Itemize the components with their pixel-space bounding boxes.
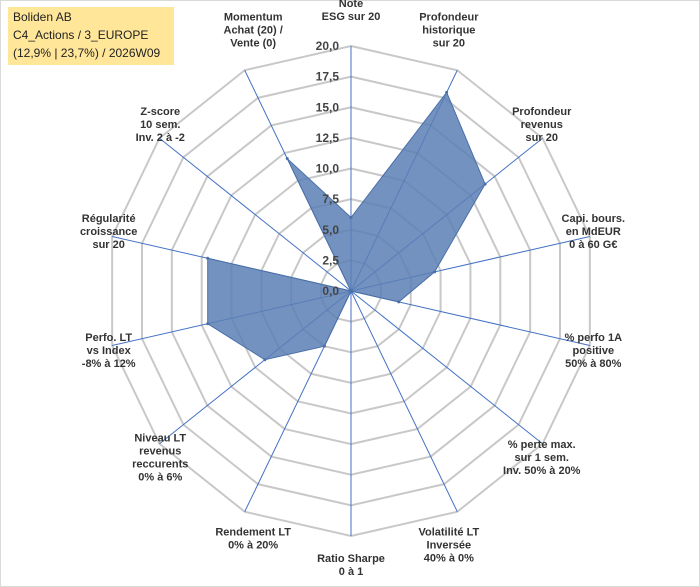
tick-label-7: 17,5 xyxy=(316,70,340,84)
axis-label-3: Profondeur revenus sur 20 xyxy=(512,106,572,144)
axis-label-14-line-3: Vente (0) xyxy=(230,37,276,49)
axis-label-10-line-4: 0% à 6% xyxy=(138,471,182,483)
tick-label-8: 20,0 xyxy=(316,39,340,53)
axis-label-6-line-2: sur 1 sem. xyxy=(515,452,569,464)
tick-label-2: 5,0 xyxy=(322,223,339,237)
axis-label-13: Z-score 10 sem. Inv. 2 à -2 xyxy=(136,106,185,144)
data-point-4 xyxy=(433,270,437,274)
data-point-5 xyxy=(397,300,401,304)
axis-label-13-line-1: Z-score xyxy=(140,106,180,118)
chart-title-line2: C4_Actions / 3_EUROPE xyxy=(13,28,149,42)
axis-label-6: % perte max. sur 1 sem. Inv. 50% à 20% xyxy=(503,439,581,477)
axis-label-5-line-3: 50% à 80% xyxy=(565,358,621,370)
axis-label-7-line-1: Volatilité LT xyxy=(418,527,479,539)
axis-label-2-line-1: Profondeur xyxy=(419,11,479,23)
data-point-1 xyxy=(349,216,353,219)
axis-label-5-line-2: positive xyxy=(573,345,615,357)
axis-label-1: Note ESG sur 20 xyxy=(322,0,381,23)
axis-label-2-line-2: historique xyxy=(422,24,475,36)
axis-label-10-line-2: revenus xyxy=(139,445,181,457)
tick-label-5: 12,5 xyxy=(316,131,340,145)
axis-label-9: Rendement LT 0% à 20% xyxy=(215,527,291,552)
axis-label-8: Ratio Sharpe 0 à 1 xyxy=(317,553,385,578)
axis-label-2: Profondeur historique sur 20 xyxy=(419,11,479,49)
data-point-13 xyxy=(349,289,353,293)
data-point-9 xyxy=(322,344,326,348)
axis-label-13-line-2: 10 sem. xyxy=(140,119,180,131)
axis-label-1-line-2: ESG sur 20 xyxy=(322,11,381,23)
tick-label-4: 10,0 xyxy=(316,162,340,176)
axis-label-2-line-3: sur 20 xyxy=(433,37,465,49)
axis-label-12: Régularité croissance sur 20 xyxy=(80,213,137,251)
axis-label-4-line-3: 0 à 60 G€ xyxy=(569,239,617,251)
axis-label-4-line-1: Capi. bours. xyxy=(562,213,626,225)
axis-label-1-line-1: Note xyxy=(339,0,363,10)
axis-label-10: Niveau LT revenus reccurents 0% à 6% xyxy=(132,432,188,483)
data-point-12 xyxy=(206,256,210,260)
tick-label-0: 0,0 xyxy=(322,284,339,298)
chart-title-line3: (12,9% | 23,7%) / 2026W09 xyxy=(13,46,161,60)
axis-label-6-line-3: Inv. 50% à 20% xyxy=(503,465,581,477)
axis-label-11-line-3: -8% à 12% xyxy=(82,358,136,370)
axis-label-11-line-1: Perfo. LT xyxy=(85,332,132,344)
chart-title-box: Boliden AB C4_Actions / 3_EUROPE (12,9% … xyxy=(8,7,174,65)
chart-title-line1: Boliden AB xyxy=(13,10,72,24)
axis-label-11: Perfo. LT vs Index -8% à 12% xyxy=(82,332,136,370)
axis-label-14: Momentum Achat (20) / Vente (0) xyxy=(224,11,283,49)
axis-label-10-line-1: Niveau LT xyxy=(134,432,186,444)
axis-spoke-13 xyxy=(159,137,352,292)
axis-label-11-line-2: vs Index xyxy=(87,345,132,357)
axis-spoke-7 xyxy=(350,290,458,512)
tick-label-6: 15,0 xyxy=(316,100,340,114)
axis-label-14-line-2: Achat (20) / xyxy=(224,24,283,36)
axis-label-8-line-2: 0 à 1 xyxy=(339,566,363,578)
data-point-11 xyxy=(206,322,210,326)
axis-label-4-line-2: en MdEUR xyxy=(566,226,621,238)
data-point-2 xyxy=(445,90,449,94)
axis-label-5-line-1: % perfo 1A xyxy=(565,332,623,344)
axis-label-6-line-1: % perte max. xyxy=(508,439,576,451)
axis-label-12-line-1: Régularité xyxy=(82,213,136,225)
axis-label-3-line-2: revenus xyxy=(521,119,563,131)
axis-label-7-line-2: Inversée xyxy=(427,540,472,552)
axis-label-7: Volatilité LT Inversée 40% à 0% xyxy=(418,527,479,565)
data-point-3 xyxy=(483,182,487,186)
axis-label-12-line-3: sur 20 xyxy=(92,239,124,251)
axis-label-3-line-3: sur 20 xyxy=(526,132,558,144)
data-point-14 xyxy=(285,157,289,161)
axis-label-4: Capi. bours. en MdEUR 0 à 60 G€ xyxy=(562,213,626,251)
axis-label-14-line-1: Momentum xyxy=(224,11,283,23)
axis-label-13-line-3: Inv. 2 à -2 xyxy=(136,132,185,144)
tick-label-1: 2,5 xyxy=(322,253,339,267)
axis-label-8-line-1: Ratio Sharpe xyxy=(317,553,385,565)
axis-label-9-line-2: 0% à 20% xyxy=(228,540,278,552)
data-point-10 xyxy=(263,358,267,362)
axis-label-5: % perfo 1A positive 50% à 80% xyxy=(565,332,623,370)
axis-label-12-line-2: croissance xyxy=(80,226,137,238)
axis-label-7-line-3: 40% à 0% xyxy=(424,553,474,565)
tick-label-3: 7,5 xyxy=(322,192,339,206)
axis-label-3-line-1: Profondeur xyxy=(512,106,572,118)
axis-label-10-line-3: reccurents xyxy=(132,458,188,470)
axis-spoke-6 xyxy=(350,290,543,445)
axis-label-9-line-1: Rendement LT xyxy=(215,527,291,539)
